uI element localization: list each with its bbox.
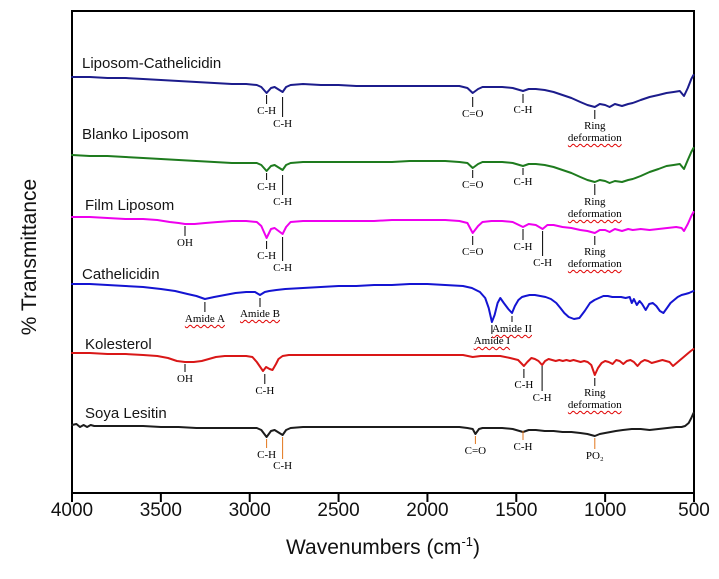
series-curve-2 bbox=[71, 147, 695, 184]
series-curve-1 bbox=[71, 74, 695, 108]
plot-border bbox=[71, 10, 695, 494]
series-curve-5 bbox=[71, 348, 695, 376]
series-curve-4 bbox=[71, 283, 695, 323]
series-curve-6 bbox=[71, 412, 695, 438]
series-curve-3 bbox=[71, 211, 695, 239]
